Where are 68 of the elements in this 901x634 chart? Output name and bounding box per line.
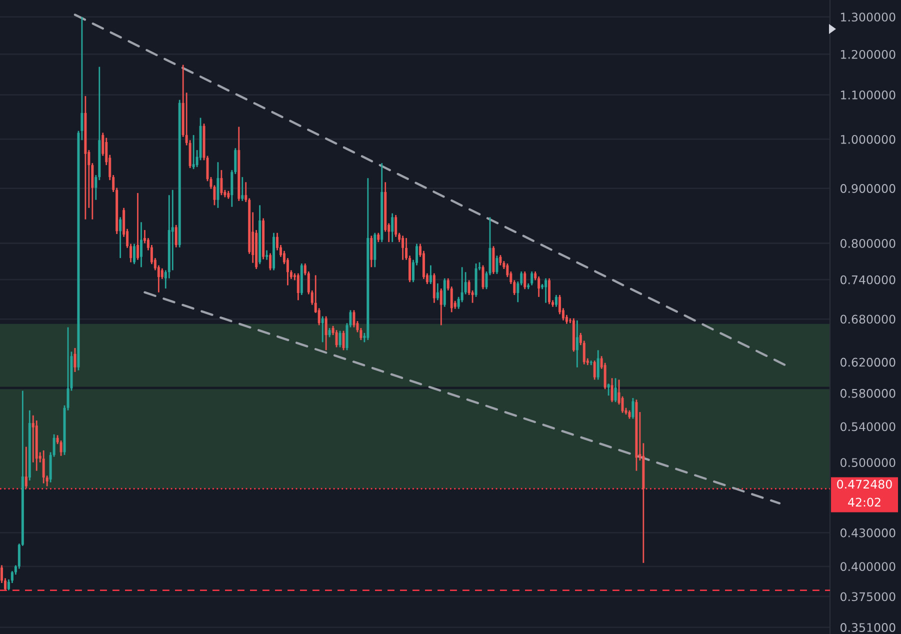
y-tick-label: 0.680000 (840, 314, 896, 324)
y-tick-label: 0.500000 (840, 458, 896, 468)
candlestick (432, 272, 436, 304)
candlestick (429, 264, 432, 285)
candlestick (538, 276, 540, 298)
text: 42:02 (848, 498, 880, 507)
candlestick (140, 221, 142, 268)
candlestick (436, 282, 439, 301)
y-tick-label: 0.900000 (840, 184, 896, 193)
y-tick-label: 0.620000 (840, 358, 896, 367)
candlestick (24, 446, 28, 489)
candlestick (328, 327, 331, 338)
candlestick (74, 347, 76, 373)
candlestick (370, 235, 373, 268)
y-tick-label: 0.351000 (840, 623, 896, 632)
candlestick (220, 169, 223, 196)
candlestick (391, 212, 394, 243)
y-tick-label: 0.580000 (840, 388, 896, 398)
candlestick (499, 254, 502, 266)
candlestick (554, 294, 558, 308)
candlestick (544, 278, 548, 304)
candlestick (576, 320, 578, 368)
candlestick (266, 250, 268, 261)
candlestick (530, 270, 534, 286)
candlestick (394, 214, 398, 238)
candlestick (342, 330, 345, 351)
y-tick-label: 0.375000 (840, 592, 896, 602)
candlestick (80, 16, 84, 141)
candlestick (119, 216, 122, 259)
candlestick (377, 232, 380, 243)
y-tick-label: 0.540000 (840, 422, 896, 432)
candlestick (607, 382, 610, 396)
candlestick (174, 224, 178, 248)
y-tick-label: 1.300000 (841, 12, 896, 22)
y-tick-label: 1.000000 (841, 134, 896, 144)
candlestick (216, 161, 220, 209)
ref-line-label: 0.472480 (837, 480, 892, 489)
candlestick (133, 243, 136, 265)
candlestick (593, 360, 596, 380)
y-tick-label: 1.100000 (841, 90, 896, 100)
candlestick (324, 316, 328, 351)
candlestick (440, 288, 442, 326)
y-tick-label: 1.200000 (841, 50, 896, 59)
candlestick (338, 330, 342, 348)
candlestick (296, 272, 300, 301)
candlestick (60, 440, 62, 457)
candlestick (335, 329, 338, 348)
candlestick (496, 254, 498, 275)
candlestick (160, 268, 164, 280)
candlestick (321, 316, 324, 343)
candlestick (610, 377, 614, 403)
y-tick-label: 0.430000 (840, 528, 896, 538)
candlestick (482, 264, 484, 290)
candlestick (241, 176, 244, 202)
candlestick (614, 377, 617, 403)
candlestick (524, 270, 526, 290)
candlestick (352, 309, 356, 328)
y-tick-label: 0.800000 (840, 238, 896, 248)
candlestick (402, 235, 404, 261)
y-tick-label: 0.400000 (840, 562, 896, 572)
candlestick (548, 278, 551, 305)
candlestick (596, 350, 600, 380)
candlestick (632, 397, 634, 420)
candlestick (269, 252, 272, 271)
candlestick (42, 450, 45, 484)
candlestick (192, 134, 195, 170)
candlestick (136, 192, 140, 261)
y-tick-label: 0.740000 (840, 275, 896, 284)
